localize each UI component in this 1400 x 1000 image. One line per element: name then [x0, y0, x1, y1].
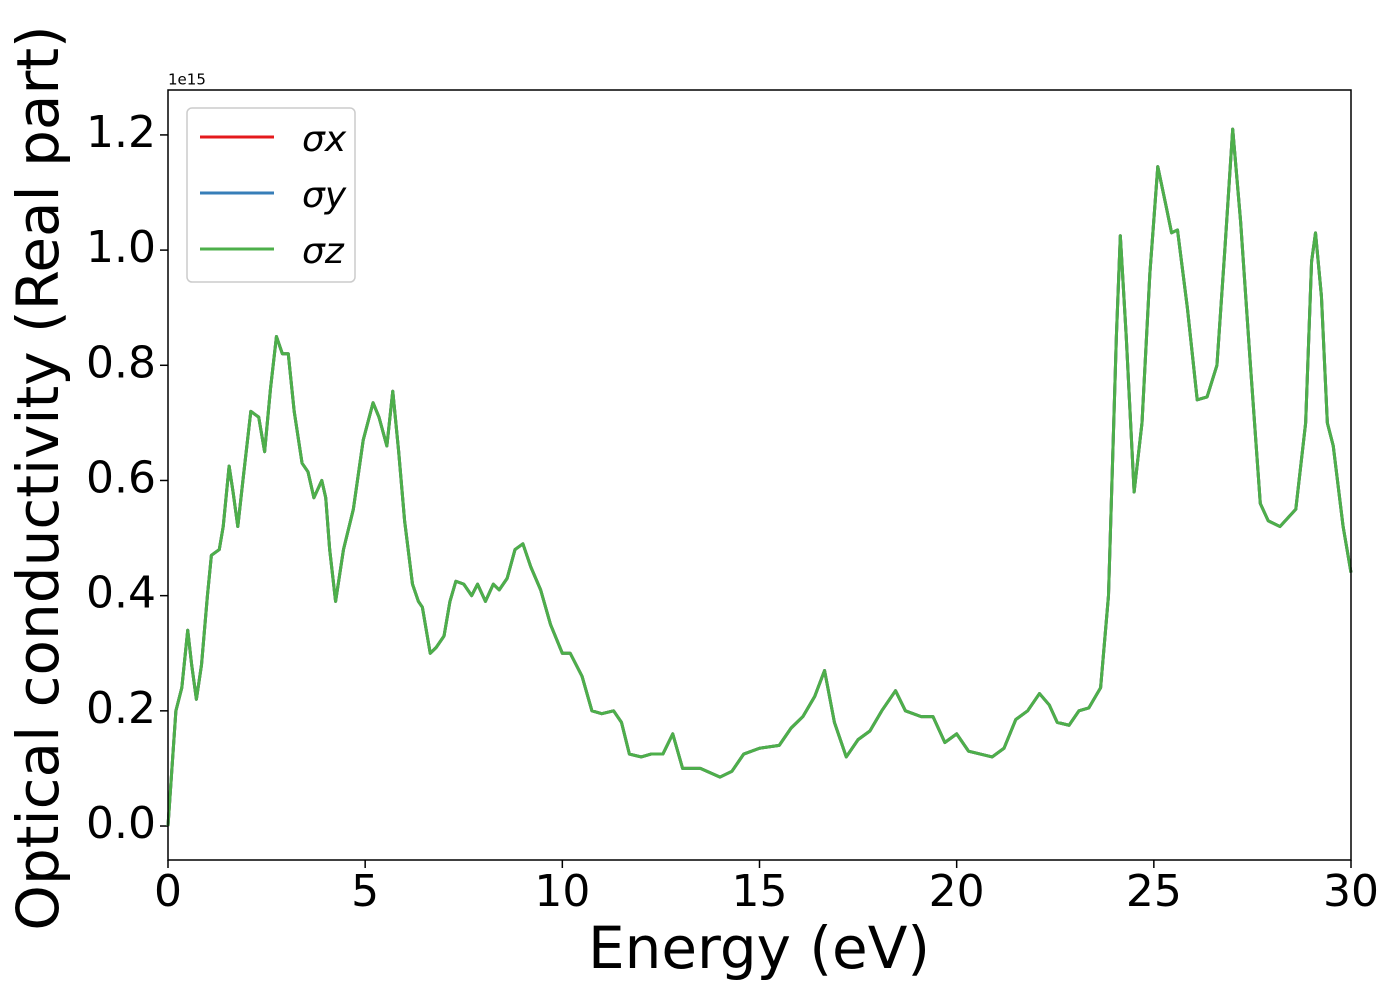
legend-box: [186, 107, 356, 283]
x-tick-label: 25: [1126, 866, 1182, 917]
x-tick-label: 15: [732, 866, 788, 917]
y-tick-label: 0.2: [86, 683, 156, 734]
legend-label: σz: [302, 231, 345, 272]
x-tick-label: 5: [351, 866, 379, 917]
y-tick-label: 0.6: [86, 452, 156, 503]
y-offset-label: 1e15: [168, 71, 206, 89]
y-axis-label: Optical conductivity (Real part): [4, 25, 72, 930]
x-tick-label: 30: [1323, 866, 1379, 917]
series-line: [166, 127, 1353, 827]
plot-frame: [167, 89, 1352, 861]
y-tick-label: 1.0: [86, 222, 156, 273]
y-tick-label: 0.4: [86, 568, 156, 619]
x-tick-label: 0: [154, 866, 182, 917]
x-tick-label: 10: [534, 866, 590, 917]
y-tick-label: 1.2: [86, 107, 156, 158]
x-tick-label: 20: [929, 866, 985, 917]
legend-label: σy: [302, 175, 347, 216]
x-axis-label: Energy (eV): [588, 914, 930, 982]
legend-label: σx: [302, 119, 347, 160]
y-tick-label: 0.8: [86, 337, 156, 388]
y-tick-label: 0.0: [86, 798, 156, 849]
